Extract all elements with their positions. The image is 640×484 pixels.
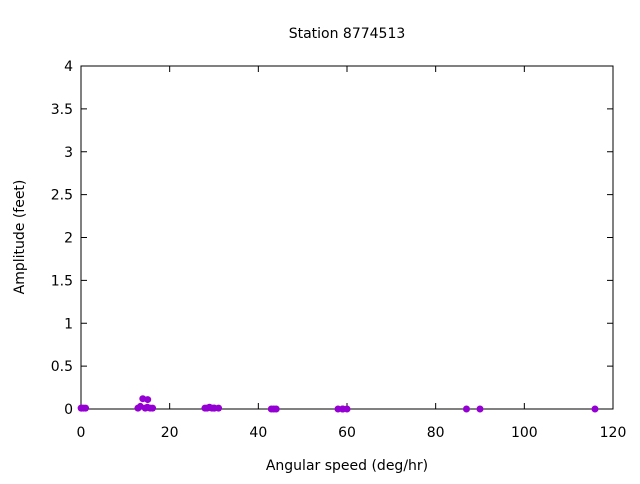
y-tick-label: 4 (64, 59, 73, 75)
y-tick-label: 3.5 (51, 102, 73, 118)
x-axis-label: Angular speed (deg/hr) (266, 458, 428, 474)
plot-frame (80, 65, 614, 410)
data-point (591, 405, 599, 413)
data-point (82, 404, 90, 412)
data-point (476, 405, 484, 413)
y-tick-label: 1 (64, 316, 73, 332)
x-tick-label: 80 (427, 425, 445, 441)
x-tick-label: 20 (161, 425, 179, 441)
x-tick-label: 0 (77, 425, 86, 441)
y-tick-label: 2 (64, 231, 73, 247)
y-tick-label: 3 (64, 145, 73, 161)
data-point (272, 405, 280, 413)
y-axis-label: Amplitude (feet) (12, 180, 28, 295)
data-point (149, 404, 157, 412)
x-tick-label: 60 (338, 425, 356, 441)
x-tick-label: 40 (249, 425, 267, 441)
data-point (462, 405, 470, 413)
data-point (215, 404, 223, 412)
data-point (343, 405, 351, 413)
y-tick-label: 0 (64, 402, 73, 418)
x-tick-label: 100 (511, 425, 538, 441)
y-tick-label: 1.5 (51, 273, 73, 289)
data-point (144, 396, 152, 404)
y-tick-label: 2.5 (51, 188, 73, 204)
y-tick-label: 0.5 (51, 359, 73, 375)
x-tick-label: 120 (600, 425, 627, 441)
chart-title: Station 8774513 (289, 26, 406, 42)
